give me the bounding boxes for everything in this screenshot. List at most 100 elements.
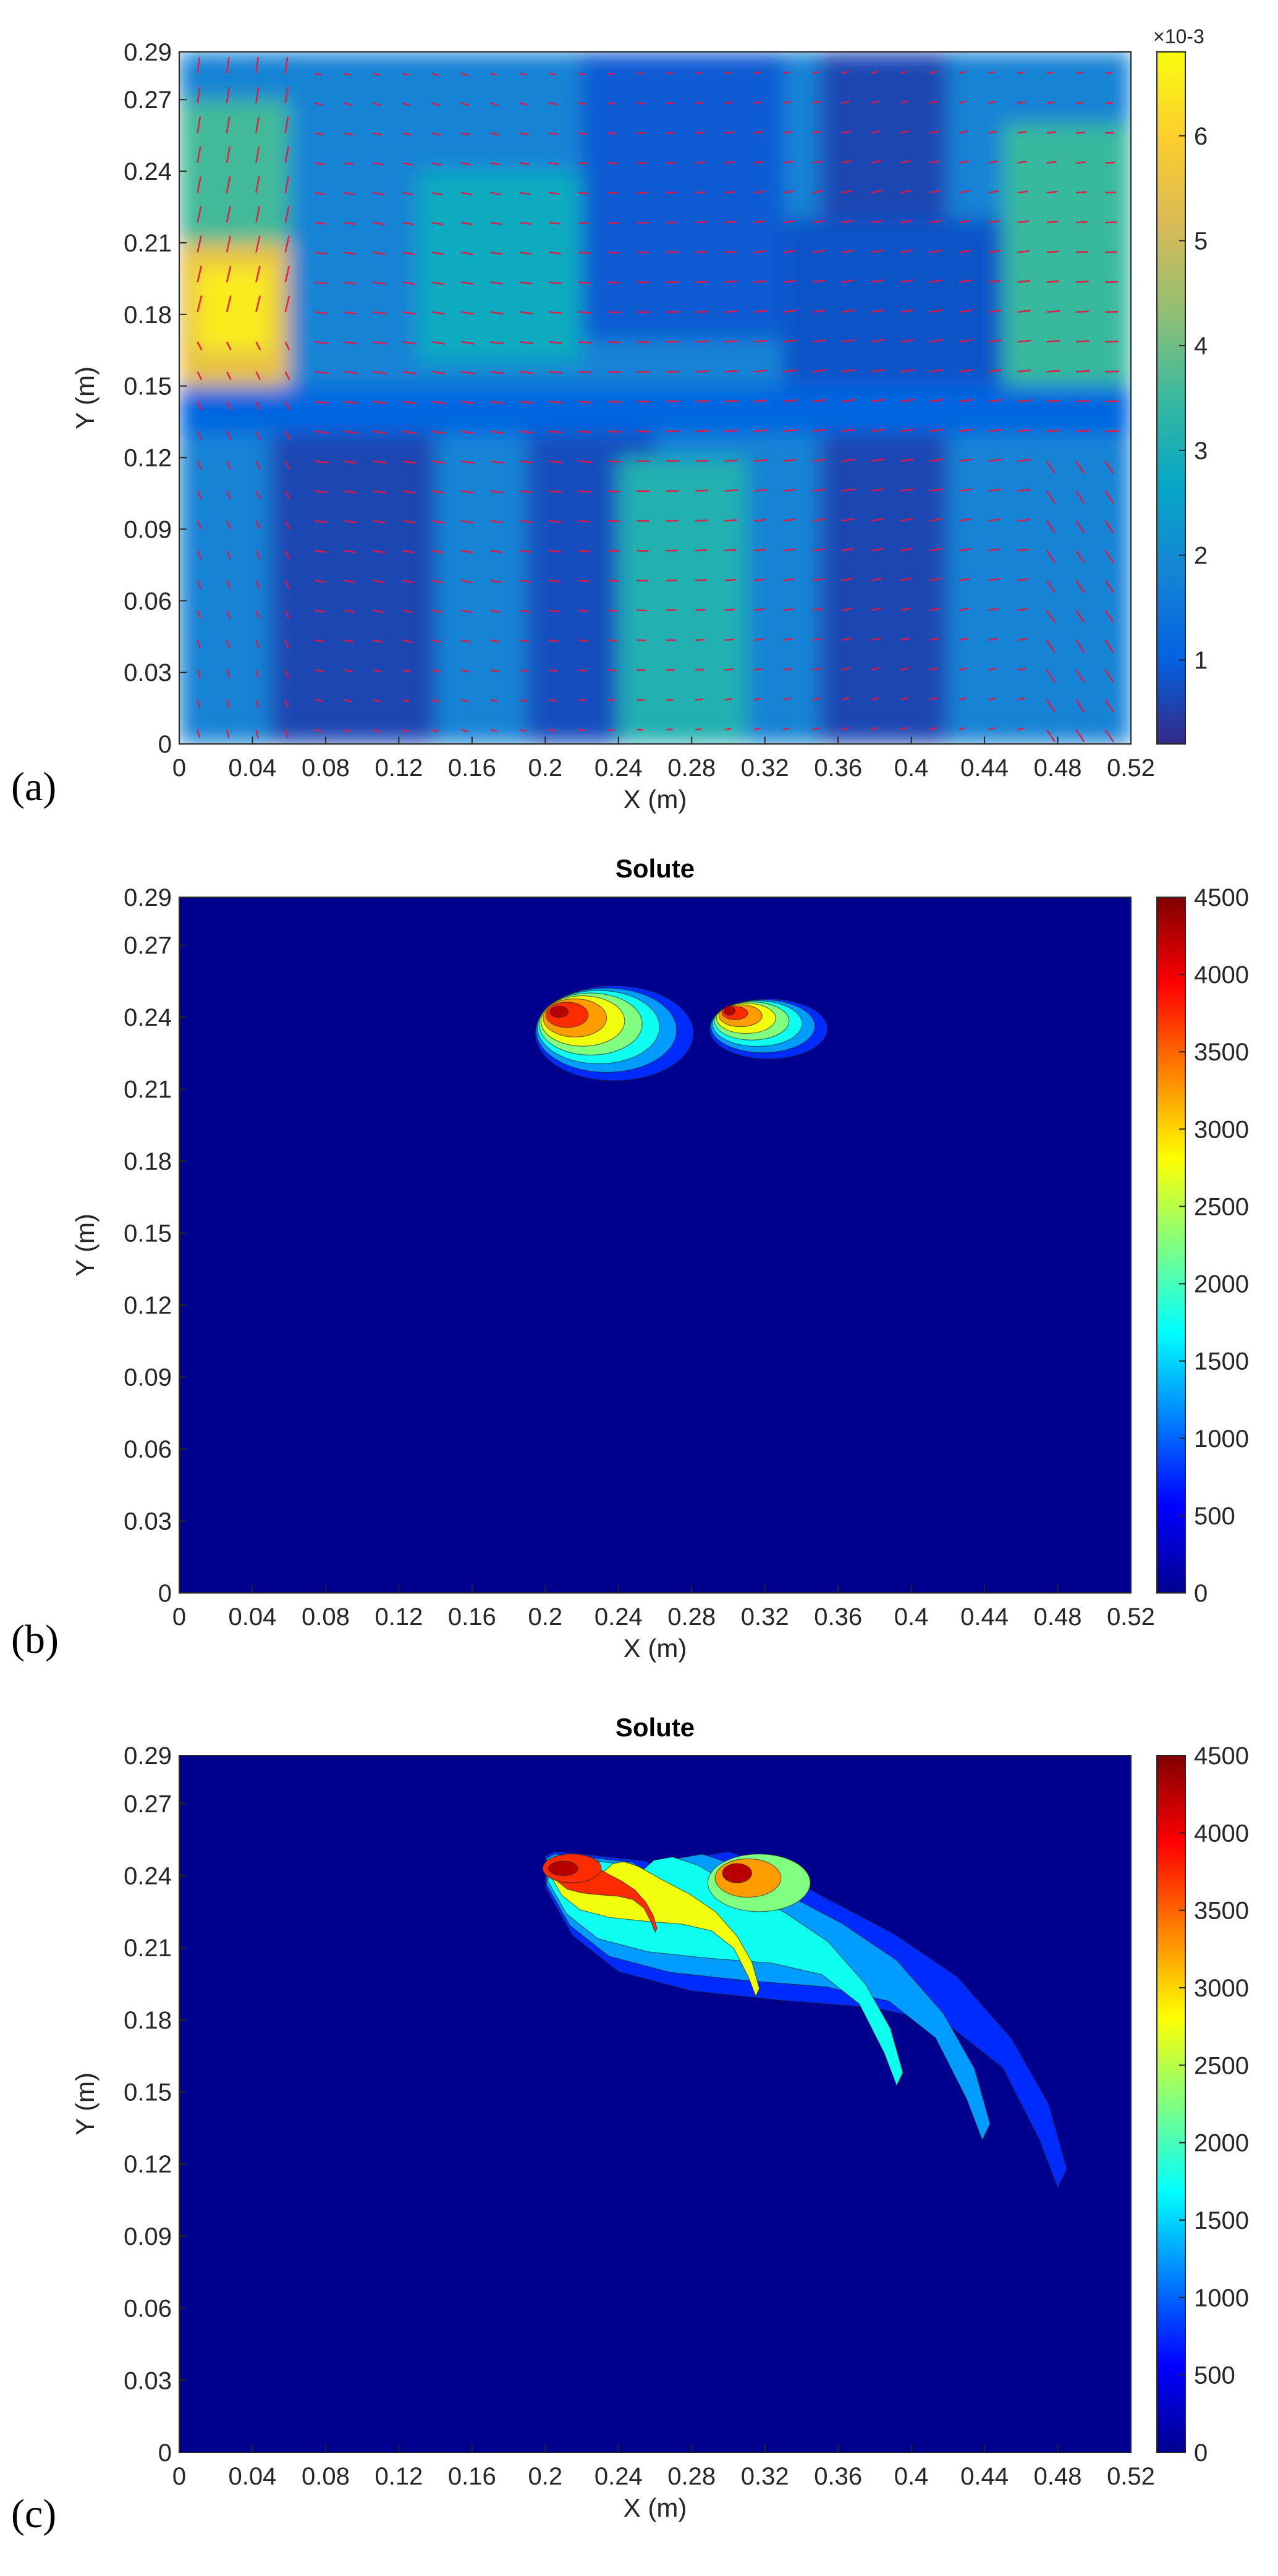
colorbar-tick-label: 4500 [1194,1742,1249,1770]
y-tick-label: 0 [158,1580,172,1607]
x-axis-label-c: X (m) [624,2493,687,2522]
x-tick-label: 0.16 [448,1603,496,1631]
x-tick-label: 0.24 [595,1603,643,1631]
field-region-9 [417,171,582,362]
y-tick-label: 0.21 [124,1935,172,1962]
x-tick-label: 0.2 [528,1603,563,1631]
y-axis-label-c: Y (m) [70,2072,99,2135]
colorbar-tick-label: 0 [1194,1580,1208,1607]
colorbar-tick-label: 0 [1194,2439,1208,2467]
quiver-arrow [578,640,588,641]
quiver-arrow [607,103,616,104]
y-tick-label: 0.15 [124,1220,172,1248]
x-tick-label: 0.4 [894,754,929,782]
quiver-arrow [578,282,591,284]
quiver-arrow [607,431,621,432]
quiver-arrow [1047,251,1059,253]
x-tick-label: 0.28 [667,1603,716,1631]
quiver-arrow [1076,192,1086,193]
y-tick-label: 0.27 [124,1791,172,1818]
colorbar-tick-label: 1000 [1194,1425,1249,1453]
x-tick-label: 0.4 [894,2463,929,2490]
quiver-arrow [607,312,620,313]
quiver-arrow [578,700,586,701]
x-tick-label: 0.2 [528,2463,563,2490]
plot-area-c [179,1755,1131,2452]
colorbar-tick-label: 1500 [1194,1348,1249,1375]
colorbar-tick-label: 500 [1194,1503,1235,1530]
y-tick-label: 0.03 [124,659,172,686]
colorbar-gradient [1157,52,1185,744]
field-region-7 [619,458,747,744]
quiver-arrow [578,670,587,671]
panel-title-b: Solute [616,854,695,883]
field-region-12 [198,267,271,350]
x-tick-label: 0.28 [667,2463,716,2490]
plot-area-a [179,52,1131,744]
quiver-arrow [1106,192,1116,193]
quiver-arrow [695,132,704,133]
y-tick-label: 0.09 [124,2223,172,2250]
x-tick-label: 0.08 [302,2463,350,2490]
x-tick-label: 0.04 [229,2463,277,2490]
x-tick-label: 0.48 [1034,2463,1082,2490]
x-tick-label: 0.16 [448,754,496,782]
quiver-arrow [725,728,732,729]
quiver-arrow [607,282,620,283]
y-tick-label: 0.12 [124,445,172,472]
quiver-arrow [1047,72,1054,74]
x-axis-label-a: X (m) [624,785,687,814]
quiver-arrow [1047,102,1055,103]
x-tick-label: 0.04 [229,1603,277,1631]
quiver-arrow [725,550,737,551]
quiver-arrow [607,461,621,462]
quiver-arrow [607,252,619,253]
quiver-arrow [725,281,737,282]
colorbar-tick-label: 5 [1194,227,1208,255]
colorbar-tick-label: 3500 [1194,1898,1249,1925]
field-region-10 [179,99,289,266]
x-tick-label: 0.24 [595,754,643,782]
quiver-arrow [725,460,738,461]
colorbar-tick-label: 3 [1194,437,1208,465]
quiver-arrow [1106,371,1119,372]
colorbar-gradient [1157,897,1185,1593]
quiver-arrow [695,311,708,312]
y-axis-b: 00.030.060.090.120.150.180.210.240.270.2… [124,884,187,1607]
quiver-arrow [1076,73,1083,74]
y-tick-label: 0.06 [124,2295,172,2323]
quiver-arrow [578,193,589,194]
contour-level-4000 [550,1007,569,1018]
quiver-arrow [607,222,619,223]
x-tick-label: 0.08 [302,754,350,782]
x-tick-label: 0.32 [741,1603,789,1631]
quiver-arrow [1106,401,1119,402]
y-tick-label: 0.06 [124,588,172,615]
y-tick-label: 0.27 [124,932,172,960]
x-tick-label: 0.04 [229,754,277,782]
source-contour-4000 [549,1861,578,1875]
quiver-arrow [578,730,585,731]
quiver-arrow [1106,431,1119,432]
quiver-arrow [578,312,591,313]
colorbar-gradient [1157,1755,1185,2452]
quiver-arrow [1076,401,1090,402]
colorbar-tick-label: 3500 [1194,1039,1249,1066]
colorbar-multiplier: ×10-3 [1153,25,1204,48]
y-axis-c: 00.030.060.090.120.150.180.210.240.270.2… [124,1742,187,2467]
quiver-arrow [695,192,706,193]
x-tick-label: 0.12 [375,2463,423,2490]
quiver-arrow [695,460,709,461]
quiver-arrow [695,550,707,551]
quiver-arrow [578,342,592,343]
colorbar-tick-label: 1500 [1194,2207,1249,2234]
y-tick-label: 0.12 [124,1292,172,1319]
quiver-arrow [578,372,592,373]
field-region-1 [271,386,436,744]
